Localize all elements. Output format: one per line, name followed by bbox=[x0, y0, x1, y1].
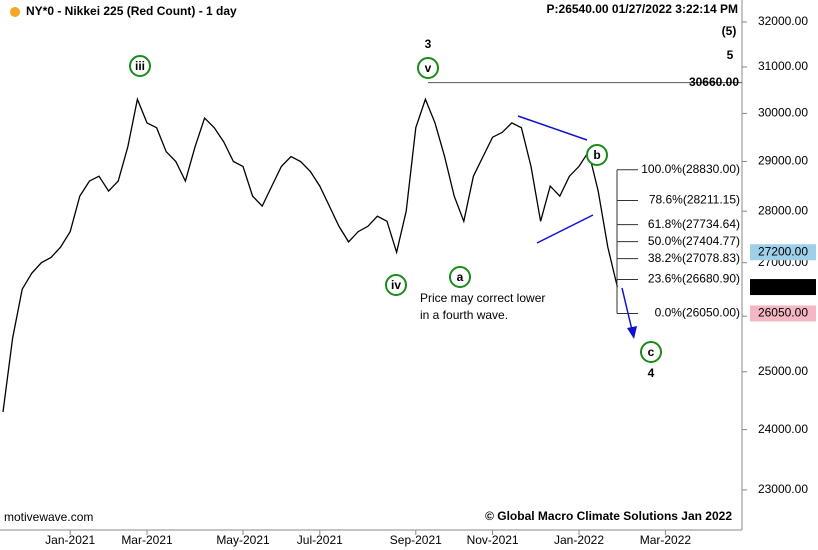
wave-circle bbox=[449, 266, 471, 288]
wave-label: a bbox=[457, 270, 464, 284]
price-line bbox=[2, 97, 619, 413]
x-tick-label: May-2021 bbox=[216, 533, 270, 547]
x-tick-label: Mar-2022 bbox=[640, 533, 692, 547]
y-tick-label: 23000.00 bbox=[758, 482, 808, 496]
wave-circle bbox=[385, 274, 407, 296]
y-tick-label: 28000.00 bbox=[758, 203, 808, 217]
wave-circle bbox=[640, 341, 662, 363]
y-tick-label: 32000.00 bbox=[758, 14, 808, 28]
price-box-label: 26050.00 bbox=[758, 306, 808, 320]
wave-label: iv bbox=[391, 278, 401, 292]
copyright: © Global Macro Climate Solutions Jan 202… bbox=[485, 509, 732, 523]
price-box bbox=[750, 305, 816, 322]
wave-label: v bbox=[425, 61, 432, 75]
wave-circle bbox=[586, 144, 608, 166]
status: P:26540.00 01/27/2022 3:22:14 PM bbox=[547, 2, 738, 16]
price-box bbox=[750, 244, 816, 261]
status-dot bbox=[10, 7, 20, 17]
y-tick-label: 31000.00 bbox=[758, 59, 808, 73]
fib-label: 38.2%(27078.83) bbox=[648, 251, 740, 265]
degree-label: 5 bbox=[727, 48, 734, 62]
price-box-label: 27200.00 bbox=[758, 244, 808, 258]
annotation: in a fourth wave. bbox=[420, 308, 508, 322]
price-box bbox=[750, 279, 816, 296]
arrow-head bbox=[627, 326, 637, 339]
x-tick-label: Mar-2021 bbox=[121, 533, 173, 547]
fib-label: 50.0%(27404.77) bbox=[648, 234, 740, 248]
x-tick-label: Jan-2022 bbox=[554, 533, 604, 547]
wave-label: iii bbox=[135, 59, 145, 73]
y-tick-label: 25000.00 bbox=[758, 364, 808, 378]
x-tick-label: Nov-2021 bbox=[467, 533, 519, 547]
wave-circle bbox=[417, 57, 439, 79]
price-box-label: 26540.00 bbox=[758, 279, 808, 293]
wave-label: b bbox=[593, 148, 600, 162]
degree-label: 3 bbox=[425, 37, 432, 51]
y-tick-label: 24000.00 bbox=[758, 422, 808, 436]
triangle-top bbox=[517, 115, 588, 141]
degree-label: (5) bbox=[722, 24, 737, 38]
x-tick-label: Jan-2021 bbox=[45, 533, 95, 547]
watermark: motivewave.com bbox=[4, 510, 93, 524]
wave-circle bbox=[129, 55, 151, 77]
triangle-bottom bbox=[536, 214, 594, 244]
y-tick-label: 29000.00 bbox=[758, 154, 808, 168]
annotation: Price may correct lower bbox=[420, 291, 545, 305]
fib-label: 23.6%(26680.90) bbox=[648, 272, 740, 286]
y-tick-label: 30000.00 bbox=[758, 106, 808, 120]
fib-label: 61.8%(27734.64) bbox=[648, 217, 740, 231]
fib-label: 78.6%(28211.15) bbox=[649, 193, 740, 207]
wave-label: c bbox=[648, 345, 655, 359]
level-label: 30660.00 bbox=[689, 75, 739, 89]
chart-title: NY*0 - Nikkei 225 (Red Count) - 1 day bbox=[26, 4, 237, 18]
fib-label: 100.0%(28830.00) bbox=[641, 162, 740, 176]
x-tick-label: Jul-2021 bbox=[297, 533, 343, 547]
degree-label: 4 bbox=[648, 366, 655, 380]
arrow-line bbox=[621, 287, 633, 331]
x-tick-label: Sep-2021 bbox=[390, 533, 442, 547]
fib-label: 0.0%(26050.00) bbox=[655, 306, 740, 320]
